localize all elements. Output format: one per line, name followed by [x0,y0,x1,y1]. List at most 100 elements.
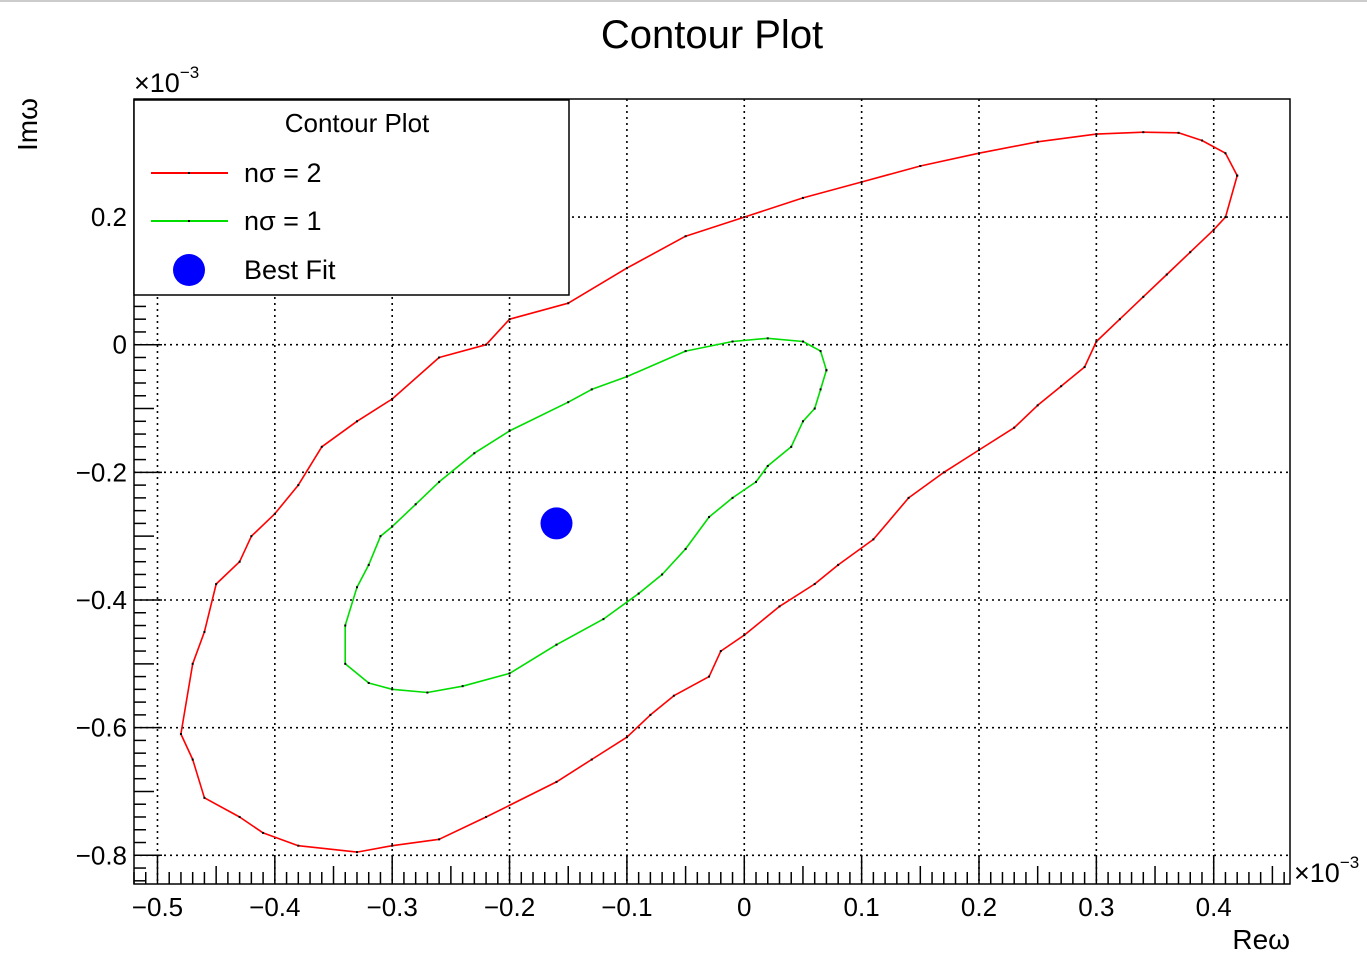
legend-swatch-best-fit [173,254,205,286]
contour-point [977,152,980,155]
contour-point [1177,131,1180,134]
x-tick-label: −0.5 [132,892,183,922]
y-axis-label: Imω [12,98,43,151]
x-multiplier-exponent: −3 [1340,853,1359,872]
contour-point [508,429,511,432]
best-fit-marker [540,507,573,540]
contour-point [438,480,441,483]
contour-point [731,496,734,499]
contour-point [684,547,687,550]
contour-point [719,650,722,653]
contour-point [297,484,300,487]
contour-point [508,672,511,675]
contour-point [919,165,922,168]
y-tick-label: 0 [113,330,127,360]
contour-point [1189,251,1192,254]
axes: −0.5 −0.4 −0.3 −0.2 −0.1 0 0.1 0.2 0.3 0.4 −0.8 −0.… [76,98,1291,922]
contour-point [625,736,628,739]
contour-point [1224,152,1227,155]
contour-point [203,796,206,799]
contour-point [590,758,593,761]
contour-point [1142,295,1145,298]
contour-point [191,758,194,761]
contour-point [355,420,358,423]
x-tick-label: −0.1 [601,892,652,922]
contour-point [743,216,746,219]
x-tick-label: 0.3 [1078,892,1114,922]
y-tick-label: −0.2 [76,457,127,487]
contour-point [367,563,370,566]
contour-point [179,733,182,736]
contour-point [1224,216,1227,219]
x-tick-label: 0.2 [961,892,997,922]
y-multiplier-exponent: −3 [180,63,199,82]
contour-point [766,337,769,340]
legend: Contour Plot nσ = 2 nσ = 1 Best Fit [133,99,570,296]
contour-line-series-2 [344,337,828,694]
contour-point [825,369,828,372]
contour-point [461,685,464,688]
contour-point [801,420,804,423]
contour-point [661,573,664,576]
contour-point [355,586,358,589]
contour-point [262,831,265,834]
contour-point [1142,131,1145,134]
x-tick-label: −0.4 [249,892,300,922]
contour-curves [179,131,1239,854]
x-tick-label: 0.4 [1196,892,1232,922]
legend-swatch-marker-nsigma-1 [188,220,190,222]
contour-point [1095,133,1098,136]
x-axis-label: Reω [1232,924,1290,955]
contour-point [344,624,347,627]
legend-label-nsigma-1: nσ = 1 [244,206,321,236]
contour-point [907,496,910,499]
contour-point [731,340,734,343]
contour-point [1118,318,1121,321]
contour-point [555,780,558,783]
contour-point [191,662,194,665]
contour-point [238,815,241,818]
contour-point [977,449,980,452]
legend-label-best-fit: Best Fit [244,255,336,285]
contour-point [485,815,488,818]
contour-point [1236,174,1239,177]
contour-point [1095,340,1098,343]
legend-box [133,99,570,296]
contour-point [367,681,370,684]
x-multiplier: ×10−3 [1294,853,1359,888]
contour-point [860,180,863,183]
plot-frame [133,98,1291,885]
y-tick-label: −0.4 [76,585,127,615]
contour-point [438,838,441,841]
contour-point [238,560,241,563]
contour-point [684,235,687,238]
contour-point [801,340,804,343]
contour-point [755,480,758,483]
contour-point [625,375,628,378]
y-tick-label: −0.6 [76,713,127,743]
contour-point [1060,385,1063,388]
contour-point [766,464,769,467]
contour-point [684,350,687,353]
contour-point [438,356,441,359]
contour-point [1165,273,1168,276]
contour-point [567,302,570,305]
contour-point [1083,366,1086,369]
contour-point [942,471,945,474]
contour-point [567,401,570,404]
contour-point [1036,140,1039,143]
contour-point [819,388,822,391]
contour-point [344,662,347,665]
contour-point [250,535,253,538]
contour-point [708,675,711,678]
contour-point [819,350,822,353]
x-tick-label: −0.2 [484,892,535,922]
contour-point [485,343,488,346]
x-multiplier-base: ×10 [1294,858,1340,888]
contour-point [391,525,394,528]
chart-title: Contour Plot [601,13,823,57]
contour-point [790,445,793,448]
contour-point [203,630,206,633]
x-tick-label: −0.3 [367,892,418,922]
